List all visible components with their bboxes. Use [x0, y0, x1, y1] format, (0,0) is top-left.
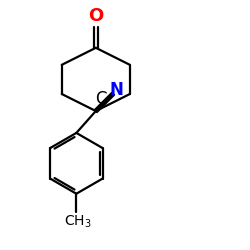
Text: CH$_3$: CH$_3$ [64, 214, 92, 230]
Text: C: C [96, 90, 107, 108]
Text: O: O [88, 7, 104, 25]
Text: N: N [109, 80, 123, 98]
